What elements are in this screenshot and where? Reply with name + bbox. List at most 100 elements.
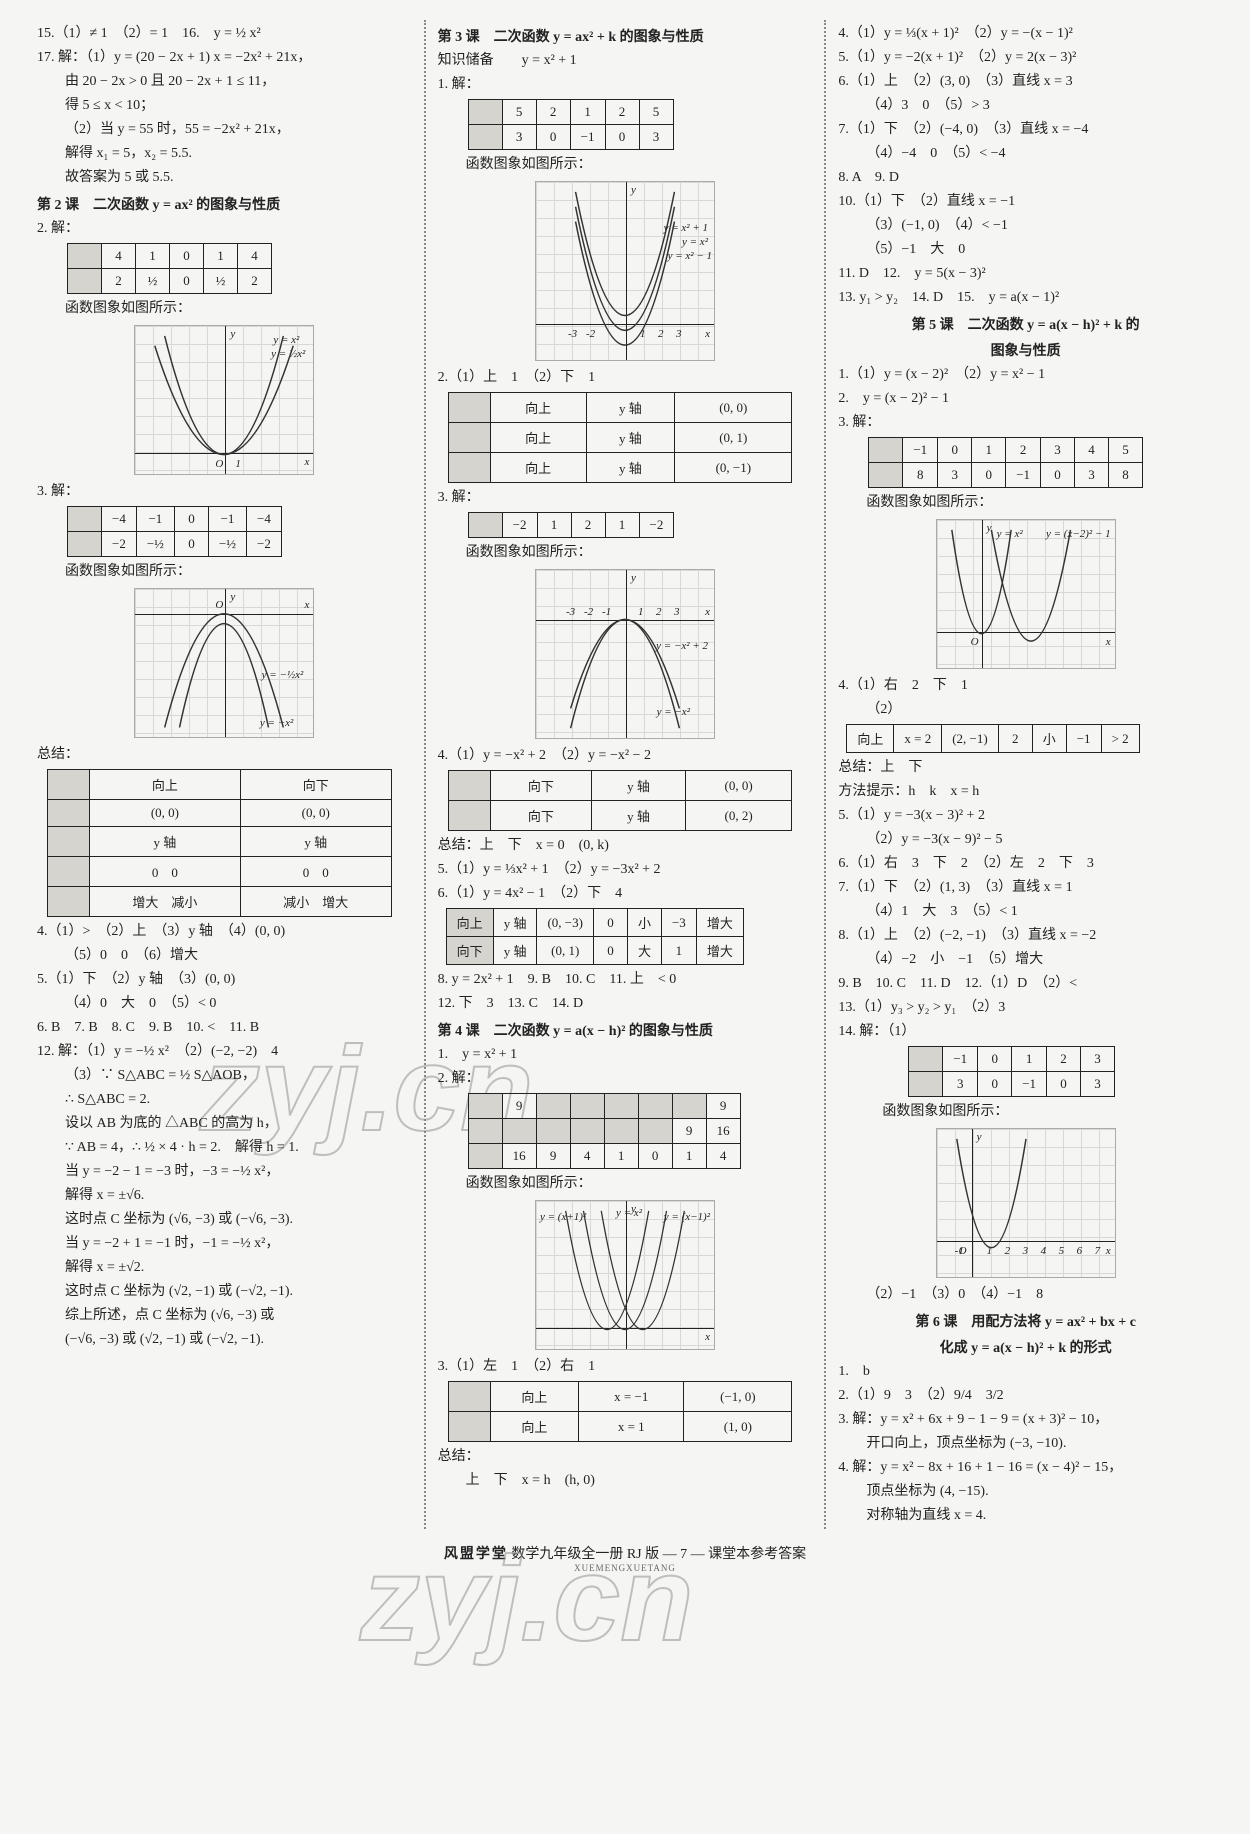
- text: 总结：: [37, 744, 412, 765]
- text: 5.（1）下 （2）y 轴 （3）(0, 0): [37, 969, 412, 990]
- text: 函数图象如图所示：: [438, 542, 813, 563]
- text: 2.（1）9 3 （2）9/4 3/2: [838, 1385, 1213, 1406]
- text: 8.（1）上 （2）(−2, −1) （3）直线 x = −2: [838, 925, 1213, 946]
- lesson-heading-3: 第 3 课 二次函数 y = ax² + k 的图象与性质: [438, 26, 813, 46]
- text: 函数图象如图所示：: [438, 154, 813, 175]
- text: 总结：上 下: [838, 757, 1213, 778]
- text: 由 20 − 2x > 0 且 20 − 2x + 1 ≤ 11，: [37, 71, 412, 92]
- text: 6.（1）右 3 下 2 （2）左 2 下 3: [838, 853, 1213, 874]
- text: 方法提示：h k x = h: [838, 781, 1213, 802]
- text: 函数图象如图所示：: [838, 1101, 1213, 1122]
- text: 7.（1）下 （2）(1, 3) （3）直线 x = 1: [838, 877, 1213, 898]
- text: 知识储备 y = x² + 1: [438, 50, 813, 71]
- text: ∴ S△ABC = 2.: [37, 1089, 412, 1110]
- text: 8. A 9. D: [838, 167, 1213, 188]
- graph-three-parabolas: y x y = x² + 1 y = x² y = x² − 1 -3 -2 1…: [535, 181, 715, 361]
- text: 综上所述，点 C 坐标为 (√6, −3) 或: [37, 1305, 412, 1326]
- text: 13. y₁ > y₂ 14. D 15. y = a(x − 1)²: [838, 287, 1213, 308]
- lesson-heading-2: 第 2 课 二次函数 y = ax² 的图象与性质: [37, 194, 412, 214]
- text: 8. y = 2x² + 1 9. B 10. C 11. 上 < 0: [438, 969, 813, 990]
- text: 故答案为 5 或 5.5.: [37, 167, 412, 188]
- table-c2-3: −2121−2: [468, 512, 675, 538]
- text: 10.（1）下 （2）直线 x = −1: [838, 191, 1213, 212]
- text: （2）: [838, 699, 1213, 720]
- graph-parabola-down: y x O y = −½x² y = −x²: [134, 588, 314, 738]
- text: （2）y = −3(x − 9)² − 5: [838, 829, 1213, 850]
- text: 1. y = x² + 1: [438, 1044, 813, 1065]
- text: (−√6, −3) 或 (√2, −1) 或 (−√2, −1).: [37, 1329, 412, 1350]
- text: 13.（1）y₃ > y₂ > y₁ （2）3: [838, 997, 1213, 1018]
- footer-brand: 风盟学堂: [444, 1547, 508, 1562]
- text: 12. 下 3 13. C 14. D: [438, 993, 813, 1014]
- text: 开口向上，顶点坐标为 (−3, −10).: [838, 1433, 1213, 1454]
- table-c3-14: −10123 30−103: [908, 1046, 1115, 1097]
- summary-c2-2: 向上y 轴(0, 0) 向上y 轴(0, 1) 向上y 轴(0, −1): [448, 392, 793, 483]
- text: （3）(−1, 0) （4）< −1: [838, 215, 1213, 236]
- graph-c3-14: y x O -1 1 2 3 4 5 6 7: [936, 1128, 1116, 1278]
- text: 2. y = (x − 2)² − 1: [838, 388, 1213, 409]
- text: 3. 解：: [438, 487, 813, 508]
- text: 函数图象如图所示：: [37, 561, 412, 582]
- text: 3. 解：: [838, 412, 1213, 433]
- text: 2.（1）上 1 （2）下 1: [438, 367, 813, 388]
- text: 2. 解：: [37, 218, 412, 239]
- text: 7.（1）下 （2）(−4, 0) （3）直线 x = −4: [838, 119, 1213, 140]
- table-3: −4−10−1−4 −2−½0−½−2: [67, 506, 282, 557]
- text: 函数图象如图所示：: [838, 492, 1213, 513]
- text: （4）0 大 0 （5）< 0: [37, 993, 412, 1014]
- lesson-heading-5a: 第 5 课 二次函数 y = a(x − h)² + k 的: [838, 314, 1213, 334]
- text: （5）0 0 （6）增大: [37, 945, 412, 966]
- text: 5.（1）y = −2(x + 1)² （2）y = 2(x − 3)²: [838, 47, 1213, 68]
- column-1: 15.（1）≠ 1 （2）= 1 16. y = ½ x² 17. 解：（1）y…: [25, 20, 424, 1529]
- text: 当 y = −2 + 1 = −1 时，−1 = −½ x²，: [37, 1233, 412, 1254]
- text: 解得 x = ±√6.: [37, 1185, 412, 1206]
- table-c2-4-2: 99 916 16941014: [468, 1093, 741, 1169]
- text: 解得 x₁ = 5，x₂ = 5.5.: [37, 143, 412, 164]
- text: 1.（1）y = (x − 2)² （2）y = x² − 1: [838, 364, 1213, 385]
- text: （4）3 0 （5）> 3: [838, 95, 1213, 116]
- column-3: 4.（1）y = ⅓(x + 1)² （2）y = −(x − 1)² 5.（1…: [824, 20, 1225, 1529]
- footer-sub: XUEMENGXUETANG: [25, 1563, 1225, 1573]
- text: 2. 解：: [438, 1068, 813, 1089]
- text: 4.（1）y = ⅓(x + 1)² （2）y = −(x − 1)²: [838, 23, 1213, 44]
- text: 得 5 ≤ x < 10；: [37, 95, 412, 116]
- text: 15.（1）≠ 1 （2）= 1 16. y = ½ x²: [37, 23, 412, 44]
- text: 3. 解：y = x² + 6x + 9 − 1 − 9 = (x + 3)² …: [838, 1409, 1213, 1430]
- text: 14. 解：（1）: [838, 1021, 1213, 1042]
- text: 上 下 x = h (h, 0): [438, 1470, 813, 1491]
- graph-c3: y x O y = x² y = (x−2)² − 1: [936, 519, 1116, 669]
- summary-table: 向上向下 (0, 0)(0, 0) y 轴y 轴 0 00 0 增大 减小减小 …: [47, 769, 392, 917]
- text: 总结：上 下 x = 0 (0, k): [438, 835, 813, 856]
- text: 6.（1）上 （2）(3, 0) （3）直线 x = 3: [838, 71, 1213, 92]
- summary-c2-5: 向上x = −1(−1, 0) 向上x = 1(1, 0): [448, 1381, 793, 1442]
- graph-shifted-parabolas: y x y = (x+1)² y = x² y = (x−1)²: [535, 1200, 715, 1350]
- text: 3.（1）左 1 （2）右 1: [438, 1356, 813, 1377]
- lesson-heading-6b: 化成 y = a(x − h)² + k 的形式: [838, 1337, 1213, 1357]
- text: （5）−1 大 0: [838, 239, 1213, 260]
- text: 顶点坐标为 (4, −15).: [838, 1481, 1213, 1502]
- text: （4）1 大 3 （5）< 1: [838, 901, 1213, 922]
- text: 6.（1）y = 4x² − 1 （2）下 4: [438, 883, 813, 904]
- page-columns: 15.（1）≠ 1 （2）= 1 16. y = ½ x² 17. 解：（1）y…: [25, 20, 1225, 1529]
- text: 5.（1）y = ⅓x² + 1 （2）y = −3x² + 2: [438, 859, 813, 880]
- text: 这时点 C 坐标为 (√6, −3) 或 (−√6, −3).: [37, 1209, 412, 1230]
- text: （4）−2 小 −1 （5）增大: [838, 949, 1213, 970]
- text: 11. D 12. y = 5(x − 3)²: [838, 263, 1213, 284]
- footer-text: 数学九年级全一册 RJ 版 — 7 — 课堂本参考答案: [511, 1547, 806, 1562]
- graph-two-down: y x y = −x² + 2 y = −x² -3 -2 -1 1 2 3: [535, 569, 715, 739]
- column-2: 第 3 课 二次函数 y = ax² + k 的图象与性质 知识储备 y = x…: [424, 20, 825, 1529]
- table-2: 41014 2½0½2: [67, 243, 272, 294]
- lesson-heading-4: 第 4 课 二次函数 y = a(x − h)² 的图象与性质: [438, 1020, 813, 1040]
- text: 3. 解：: [37, 481, 412, 502]
- summary-c2-4: 向下y 轴(0, 0) 向下y 轴(0, 2): [448, 770, 793, 831]
- table-c2-6: 向上y 轴(0, −3)0小−3增大 向下y 轴(0, 1)0大1增大: [446, 908, 744, 965]
- text: 1. b: [838, 1361, 1213, 1382]
- text: 这时点 C 坐标为 (√2, −1) 或 (−√2, −1).: [37, 1281, 412, 1302]
- lesson-heading-5b: 图象与性质: [838, 340, 1213, 360]
- text: 5.（1）y = −3(x − 3)² + 2: [838, 805, 1213, 826]
- table-c3-5-3: −1012345 830−1038: [868, 437, 1143, 488]
- text: 4.（1）> （2）上 （3）y 轴 （4）(0, 0): [37, 921, 412, 942]
- text: 4.（1）右 2 下 1: [838, 675, 1213, 696]
- text: 1. 解：: [438, 74, 813, 95]
- text: （2）−1 （3）0 （4）−1 8: [838, 1284, 1213, 1305]
